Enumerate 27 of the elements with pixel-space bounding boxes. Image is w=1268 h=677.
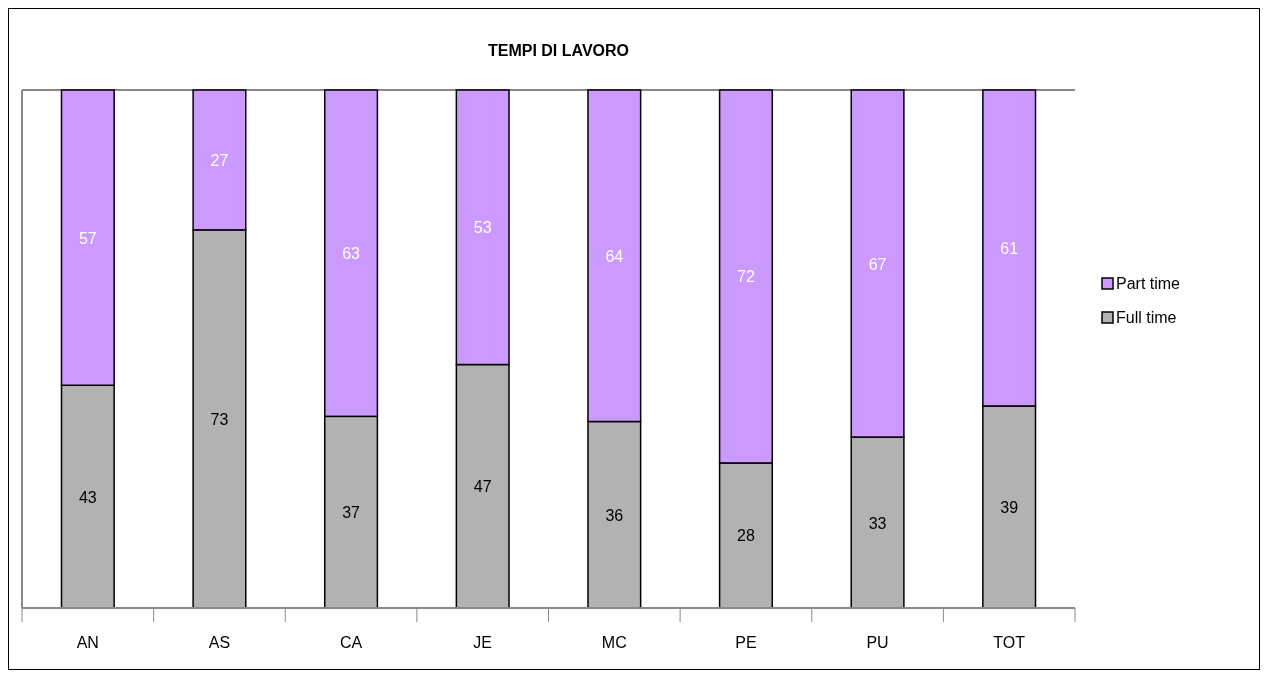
x-tick-label: AS <box>208 634 231 651</box>
data-label: 36 <box>605 506 624 524</box>
data-label: 61 <box>1000 239 1019 257</box>
data-label: 72 <box>737 268 755 286</box>
x-tick-label: JE <box>473 634 493 651</box>
x-tick-label: AN <box>76 634 99 651</box>
legend-label: Part time <box>1116 275 1181 292</box>
data-label: 43 <box>78 488 97 506</box>
chart-title: TEMPI DI LAVORO <box>487 42 630 59</box>
data-label: 28 <box>737 527 755 545</box>
data-label: 37 <box>342 504 361 522</box>
x-tick-label: TOT <box>993 634 1026 651</box>
data-label: 33 <box>868 514 887 532</box>
data-label: 63 <box>342 245 361 263</box>
x-tick-label: CA <box>339 634 363 651</box>
legend-label: Full time <box>1116 309 1177 326</box>
data-label: 27 <box>210 151 229 169</box>
x-tick-label: MC <box>601 634 627 651</box>
x-tick-label: PU <box>866 634 889 651</box>
x-tick-label: PE <box>735 634 757 651</box>
data-label: 39 <box>1000 498 1019 516</box>
data-label: 47 <box>473 478 492 496</box>
data-label: 64 <box>605 247 624 265</box>
data-label: 67 <box>868 255 887 273</box>
data-label: 53 <box>473 219 492 237</box>
data-label: 57 <box>78 229 97 247</box>
data-label: 73 <box>210 410 229 428</box>
